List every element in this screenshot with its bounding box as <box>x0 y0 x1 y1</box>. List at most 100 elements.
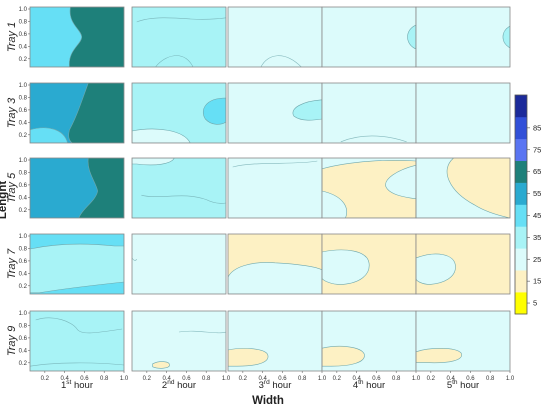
panel-frame <box>29 82 125 144</box>
x-tick-label: 0.6 <box>372 376 381 382</box>
panel-frame <box>131 6 227 68</box>
column-label: 5th hour <box>447 379 479 391</box>
contour-line <box>233 161 318 167</box>
panel-frame <box>415 157 511 219</box>
column-label: 2nd hour <box>162 379 196 391</box>
x-tick-label: 0.8 <box>486 376 495 382</box>
panel-clip-group <box>416 158 510 218</box>
panel-background <box>132 158 226 218</box>
panel-background <box>322 7 416 67</box>
contour-region <box>322 250 369 285</box>
y-tick-label: 1.0 <box>19 83 28 89</box>
column-label-number: 5 <box>447 380 452 391</box>
panel-background <box>30 311 124 371</box>
contour-panel: 0.2 0.4 0.6 0.8 1.0 <box>321 310 421 382</box>
panel-clip-group <box>322 158 416 218</box>
y-tick-label: 0.8 <box>19 95 28 101</box>
column-label-number: 1 <box>61 380 66 391</box>
column-label-number: 2 <box>162 380 167 391</box>
column-label-suffix: hour <box>458 380 480 391</box>
contour-line <box>36 318 122 333</box>
colorbar-tick-label: 45 <box>533 211 541 220</box>
x-tick-label: 1.0 <box>222 376 231 382</box>
column-label-superscript: st <box>66 379 71 386</box>
column-label-suffix: hour <box>364 380 386 391</box>
row-label: Tray 5 <box>6 172 18 203</box>
column-label-suffix: hour <box>71 380 93 391</box>
y-tick-label: 0.6 <box>19 336 28 342</box>
y-tick-label: 0.6 <box>19 183 28 189</box>
panel-frame <box>131 310 227 372</box>
contour-line <box>156 56 194 67</box>
contour-region <box>228 262 322 294</box>
contour-panel <box>131 157 227 219</box>
contour-region <box>30 128 68 143</box>
contour-panel: 0.2 0.4 0.6 0.8 1.0 0.2 0.4 0.6 0.8 1.0 <box>19 310 129 382</box>
y-tick-label: 1.0 <box>19 234 28 240</box>
contour-panel <box>321 233 417 295</box>
contour-line <box>141 195 226 203</box>
contour-region <box>30 244 124 293</box>
y-tick-label: 0.6 <box>19 259 28 265</box>
contour-panel: 0.2 0.4 0.6 0.8 1.0 <box>19 6 125 68</box>
panel-frame <box>131 233 227 295</box>
panel-clip-group <box>30 158 124 218</box>
contour-line <box>261 56 301 67</box>
contour-region <box>322 160 416 218</box>
contour-line <box>179 331 226 333</box>
panel-clip-group <box>322 234 416 294</box>
contour-panel: 0.2 0.4 0.6 0.8 1.0 <box>131 310 231 382</box>
contour-region <box>322 346 364 366</box>
colorbar-tick-label: 55 <box>533 189 541 198</box>
x-tick-label: 0.8 <box>100 376 109 382</box>
x-tick-label: 0.2 <box>427 376 436 382</box>
contour-panel <box>131 82 227 144</box>
panel-clip-group <box>228 83 322 143</box>
x-tick-label: 1.0 <box>318 376 327 382</box>
contour-panel: 0.2 0.4 0.6 0.8 1.0 <box>227 310 327 382</box>
y-tick-label: 0.2 <box>19 208 28 214</box>
contour-panel <box>131 233 227 295</box>
panel-frame <box>29 310 125 372</box>
colorbar-tick-label: 65 <box>533 167 541 176</box>
contour-panel <box>321 6 417 68</box>
colorbar-segment <box>515 204 527 227</box>
x-tick-label: 0.4 <box>162 376 171 382</box>
x-tick-label: 0.2 <box>239 376 248 382</box>
x-tick-label: 0.6 <box>80 376 89 382</box>
y-tick-label: 0.4 <box>19 120 28 126</box>
column-label: 3rd hour <box>259 379 292 391</box>
panel-clip-group <box>416 234 510 294</box>
x-tick-label: 0.4 <box>258 376 267 382</box>
panel-background <box>228 158 322 218</box>
y-tick-label: 1.0 <box>19 311 28 317</box>
contour-panel <box>131 6 227 68</box>
panel-clip-group <box>228 234 322 294</box>
x-tick-label: 0.8 <box>392 376 401 382</box>
contour-region <box>153 362 170 369</box>
panel-clip-group <box>322 7 416 67</box>
colorbar: 5 15 25 35 45 55 65 75 85 <box>514 94 541 315</box>
panel-clip-group <box>132 234 226 294</box>
colorbar-segment <box>515 226 527 249</box>
contour-region <box>293 100 322 120</box>
panel-clip-group <box>30 83 124 143</box>
panel-background <box>228 7 322 67</box>
contour-line <box>341 136 407 142</box>
column-label-superscript: th <box>452 379 458 386</box>
panel-clip-group <box>132 7 226 67</box>
panel-clip-group <box>416 83 510 143</box>
y-tick-label: 1.0 <box>19 158 28 164</box>
panel-clip-group <box>228 311 322 371</box>
column-label-number: 3 <box>259 380 264 391</box>
row-label: Tray 1 <box>6 22 18 52</box>
contour-panel <box>415 82 511 144</box>
contour-panel <box>415 157 511 219</box>
y-tick-label: 0.4 <box>19 271 28 277</box>
colorbar-tick-label: 25 <box>533 255 541 264</box>
contour-panel <box>415 6 511 68</box>
colorbar-segment <box>515 138 527 161</box>
contour-panel <box>227 82 323 144</box>
